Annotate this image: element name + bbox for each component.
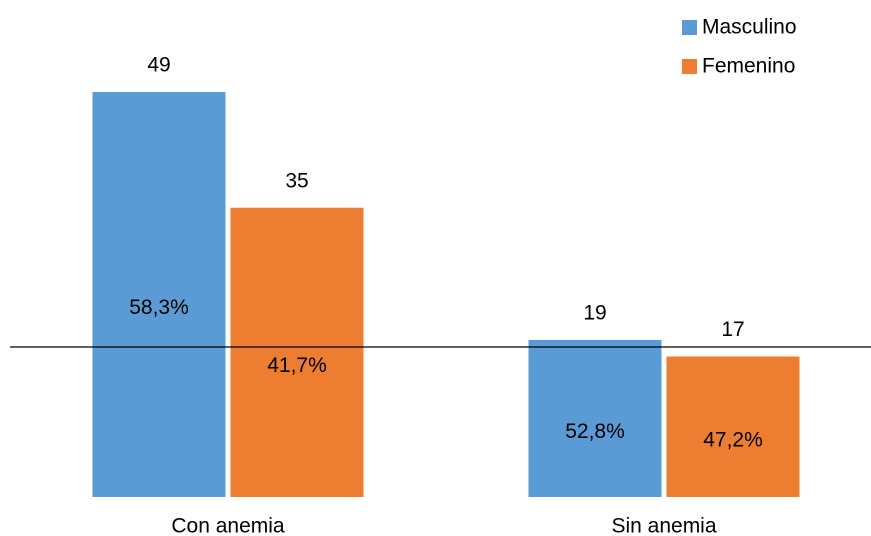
data-label: 35 xyxy=(285,169,308,192)
inner-label: 58,3% xyxy=(129,296,189,319)
inner-label: 52,8% xyxy=(565,420,625,443)
bar xyxy=(230,207,364,497)
legend-swatch xyxy=(682,59,697,74)
bar xyxy=(528,339,662,497)
inner-label: 47,2% xyxy=(703,428,763,451)
bar xyxy=(666,356,800,497)
legend-swatch xyxy=(682,20,697,35)
data-label: 17 xyxy=(721,318,744,341)
data-label: 19 xyxy=(583,302,606,325)
bar xyxy=(92,92,226,497)
x-tick-label: Con anemia xyxy=(171,515,285,536)
legend-label: Femenino xyxy=(702,55,795,78)
inner-label: 41,7% xyxy=(267,354,327,377)
legend-label: Masculino xyxy=(702,16,797,39)
data-label: 49 xyxy=(147,54,170,77)
x-tick-label: Sin anemia xyxy=(611,515,716,536)
